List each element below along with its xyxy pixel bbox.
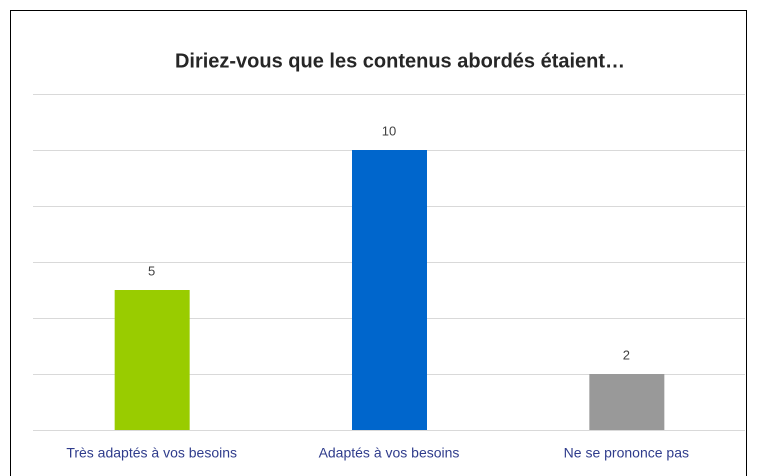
x-tick-label: Adaptés à vos besoins (319, 445, 460, 461)
data-label: 2 (623, 347, 630, 362)
bar (589, 374, 665, 430)
bar (352, 150, 427, 430)
chart-title: Diriez-vous que les contenus abordés éta… (175, 50, 625, 72)
x-tick-label: Très adaptés à vos besoins (66, 445, 237, 461)
x-tick-label: Ne se prononce pas (564, 445, 689, 461)
bar (114, 290, 190, 430)
data-label: 5 (148, 263, 155, 278)
data-label: 10 (382, 123, 396, 138)
